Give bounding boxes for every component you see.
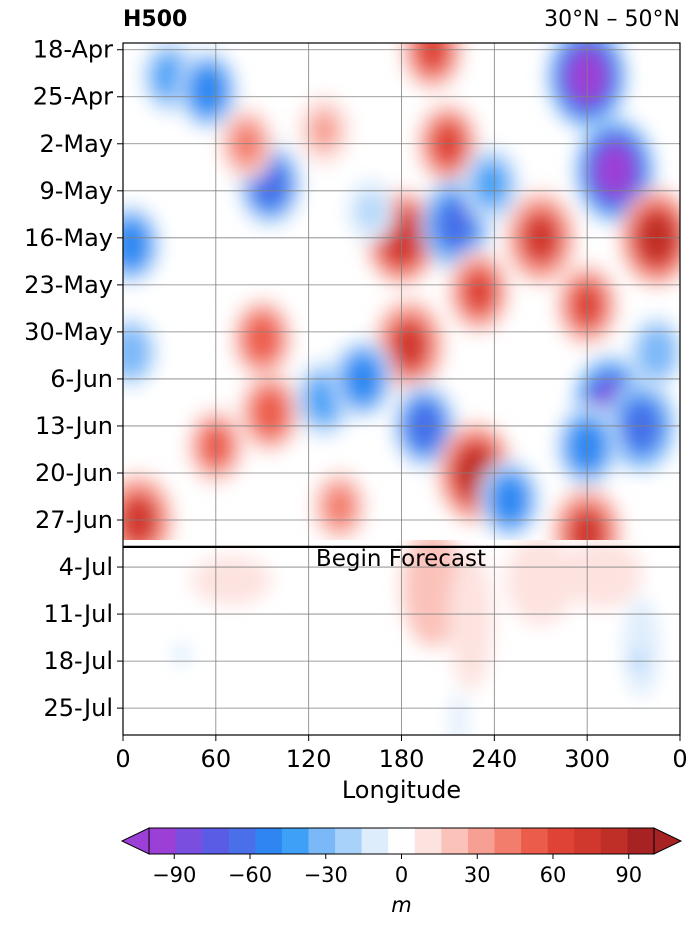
anomaly-blob [155,57,184,96]
colorbar-segment [308,828,336,854]
colorbar-segment [414,828,442,854]
colorbar-segment [600,828,628,854]
y-tick-label: 16-May [24,224,113,252]
anomaly-blob [325,488,354,525]
colorbar-segment [281,828,309,854]
colorbar: −90 −60 −30 0 30 60 90 m [120,827,683,917]
colorbar-segment [547,828,575,854]
grid-lines [122,43,681,735]
y-tick-label: 13-Jun [35,412,113,440]
anomaly-blob [594,143,636,198]
anomaly-blob [438,201,473,248]
forecast-blob [177,644,186,665]
anomaly-blob [192,69,224,111]
colorbar-segment [335,828,363,854]
x-tick-label: 240 [471,745,517,773]
forecast-blob [449,550,494,691]
begin-forecast-label: Begin Forecast [316,546,486,572]
x-tick-label: 0 [115,745,130,773]
forecast-blob [623,597,660,698]
y-tick-label: 27-Jun [35,506,113,534]
colorbar-segment [574,828,602,854]
colorbar-label: m [391,893,411,917]
axes: 0 60 120 180 240 300 0 18-Apr 25-Apr 2-May 9-May 16… [24,36,687,804]
anomaly-blob [476,165,506,204]
colorbar-tick-label: −60 [228,863,272,887]
colorbar-tick-label: −90 [152,863,196,887]
colorbar-segment [175,828,203,854]
anomaly-blob [462,270,495,313]
x-tick-label: 300 [564,745,610,773]
x-tick-label: 0 [672,745,687,773]
colorbar-segment [494,828,522,854]
colorbar-segment [627,828,655,854]
x-axis-title: Longitude [342,776,461,804]
y-tick-label: 4-Jul [59,553,113,581]
y-tick-label: 9-May [39,177,113,205]
anomaly-blob [309,379,339,419]
colorbar-tick-label: 0 [395,863,408,887]
y-tick-label: 11-Jul [44,600,114,628]
forecast-blob [562,540,643,609]
colorbar-tick-label: 90 [615,863,642,887]
colorbar-segment [149,828,177,854]
anomaly-blob [254,391,286,434]
colorbar-segment [467,828,496,854]
forecast-blob [505,540,576,626]
anomaly-blob [311,112,338,148]
anomaly-blob [358,195,383,227]
colorbar-segment [441,828,469,854]
colorbar-extend-high [653,827,683,855]
colorbar-segment [521,828,549,854]
y-tick-label: 25-Jul [44,694,114,722]
x-tick-label: 120 [286,745,332,773]
y-tick-label: 18-Jul [44,647,114,675]
anomaly-blob [391,322,427,369]
y-tick-label: 20-Jun [35,459,113,487]
y-tick-label: 18-Apr [33,36,113,64]
chart-title: H500 [123,7,188,32]
anomaly-blob [494,479,526,521]
chart-subtitle: 30°N – 50°N [544,7,680,32]
anomaly-blob [123,497,156,540]
colorbar-extend-low [120,827,150,855]
colorbar-segment [255,828,283,854]
x-tick-label: 180 [379,745,425,773]
y-tick-label: 25-Apr [33,83,113,111]
colorbar-tick-label: −30 [304,863,348,887]
anomaly-blob [643,333,671,371]
colorbar-tick-label: 60 [540,863,567,887]
anomaly-blob [123,223,147,266]
forecast-blob [191,555,272,606]
y-tick-label: 6-Jun [50,365,113,393]
anomaly-blob [123,333,145,371]
colorbar-segment [228,828,256,854]
anomaly-blob [246,318,278,360]
y-tick-label: 30-May [24,318,113,346]
forecast-blob [450,691,467,735]
colorbar-tick-label: 30 [464,863,491,887]
colorbar-segment [202,828,230,854]
forecast-line: Begin Forecast [123,545,680,572]
colorbar-segment [388,828,416,854]
colorbar-segment [361,828,389,854]
y-tick-label: 23-May [24,271,113,299]
x-tick-label: 60 [201,745,232,773]
y-tick-label: 2-May [39,130,113,158]
